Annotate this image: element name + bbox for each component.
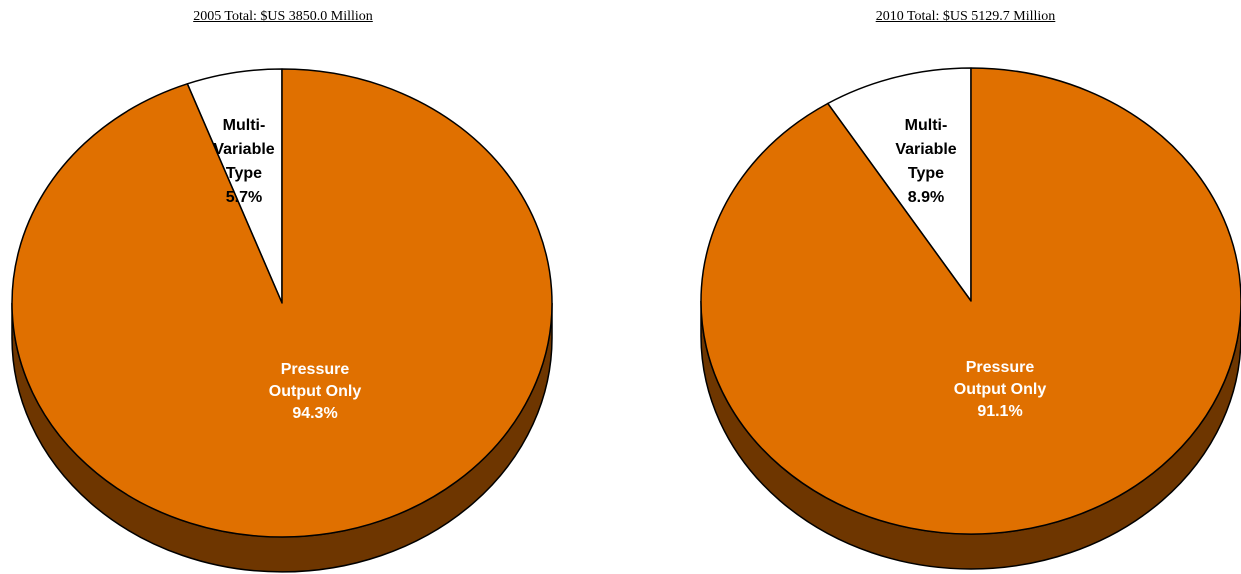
- label-pressure-output-2010: Pressure Output Only 91.1%: [954, 359, 1047, 420]
- chart-title-2010: 2010 Total: $US 5129.7 Million: [875, 9, 1056, 24]
- label-multi-variable-2005: Multi-Variable Type 5.7%: [213, 117, 274, 206]
- slice-pressure-output-2010: [700, 67, 1241, 535]
- label-pressure-output-2005: Pressure Output Only 94.3%: [269, 361, 362, 422]
- slice-pressure-output-2005: [11, 68, 553, 538]
- pie-2005: Multi-Variable Type 5.7% Pressure Output Onl…: [11, 68, 553, 573]
- pie-chart-2005: 2005 Total: $US 3850.0 Million Multi-Var…: [0, 0, 566, 574]
- label-multi-variable-2010: Multi-Variable Type 8.9%: [895, 117, 956, 206]
- pie-2010: Multi-Variable Type 8.9% Pressure Output Onl…: [700, 67, 1241, 570]
- chart-title-2005: 2005 Total: $US 3850.0 Million: [193, 9, 373, 24]
- slice-multi-variable-2010: [827, 67, 972, 302]
- pie-chart-2010: 2010 Total: $US 5129.7 Million Multi-Var…: [690, 0, 1241, 574]
